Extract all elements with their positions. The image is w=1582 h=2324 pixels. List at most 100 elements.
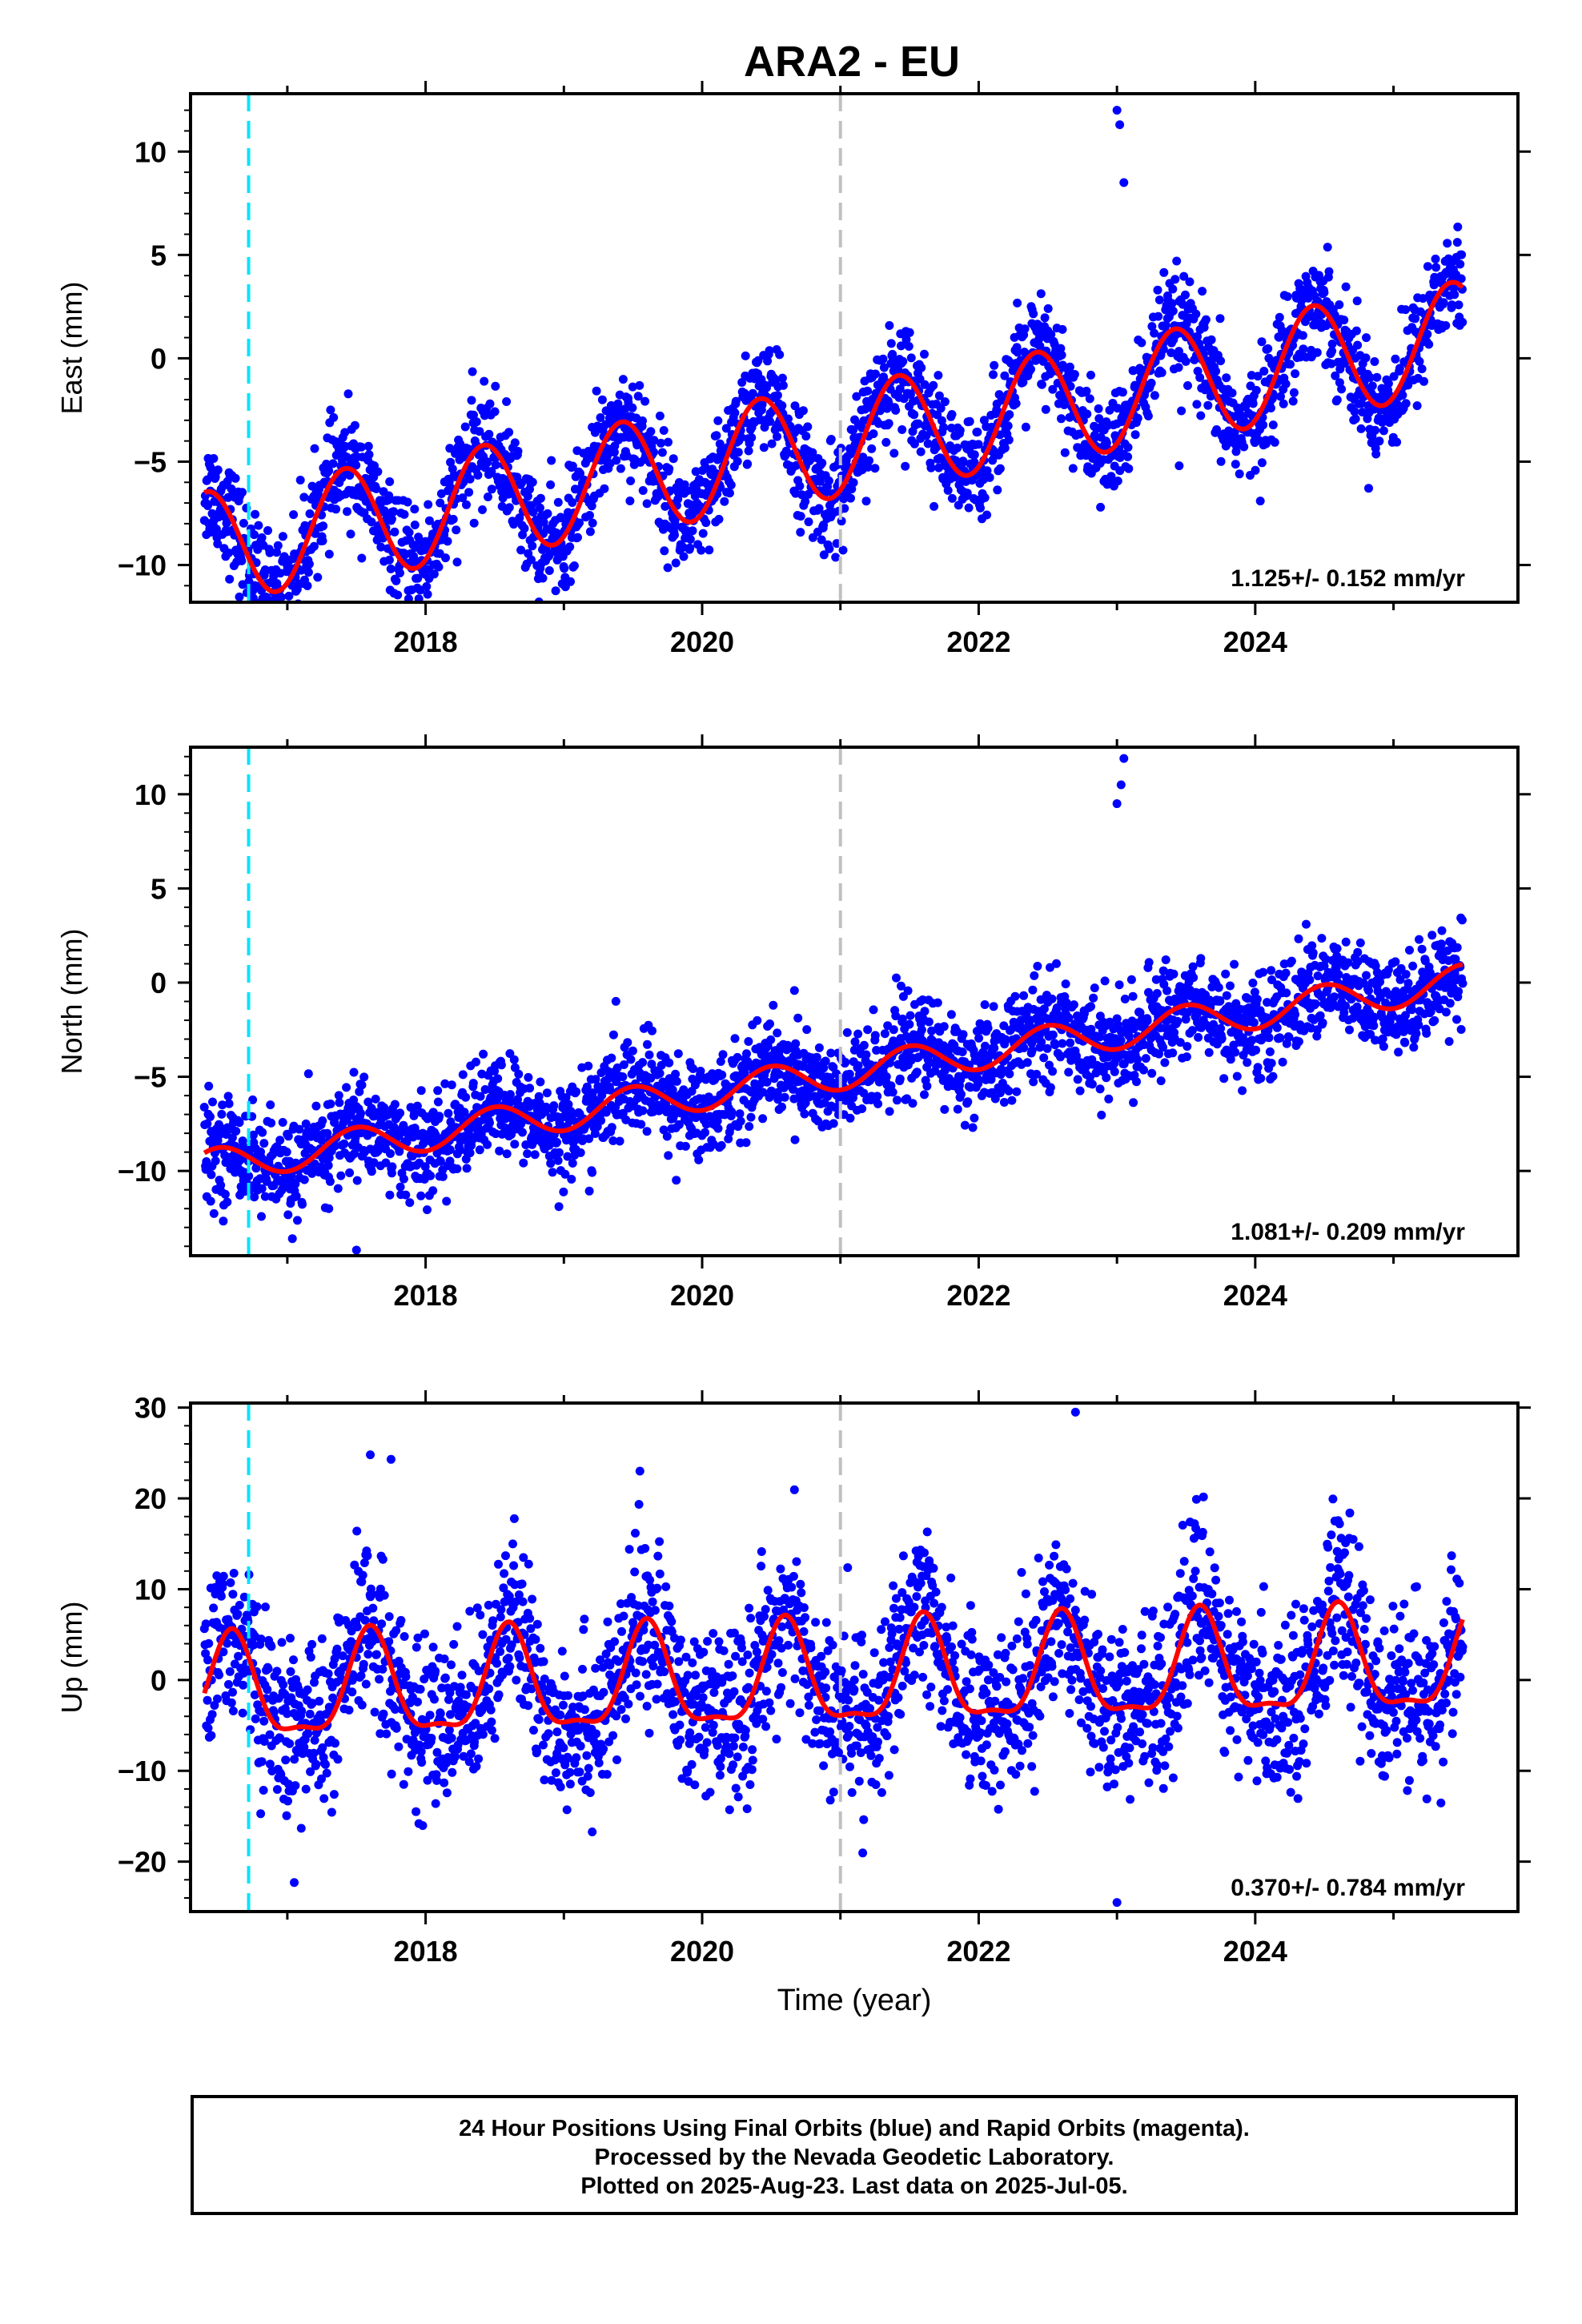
data-point	[884, 419, 893, 428]
data-point	[528, 508, 538, 517]
data-point	[1095, 1084, 1105, 1094]
data-point	[484, 493, 492, 501]
data-point	[1318, 1018, 1327, 1027]
data-point	[515, 513, 524, 523]
data-point	[597, 395, 607, 404]
data-point	[1182, 1052, 1191, 1062]
data-point	[1089, 993, 1098, 1003]
data-point	[1263, 344, 1273, 353]
data-point	[356, 442, 366, 452]
data-point	[1453, 222, 1463, 231]
data-point	[283, 1210, 293, 1220]
data-point	[460, 1108, 469, 1117]
data-point	[217, 1109, 227, 1119]
data-point	[1061, 979, 1070, 989]
data-point	[564, 1100, 573, 1109]
data-point	[433, 1097, 443, 1107]
data-point	[1356, 424, 1366, 433]
data-point	[478, 505, 487, 514]
data-point	[1217, 1034, 1227, 1043]
data-point	[505, 1049, 515, 1059]
data-point	[429, 569, 439, 579]
data-point	[345, 1168, 355, 1177]
data-point	[1335, 300, 1344, 309]
data-point	[673, 1049, 683, 1059]
data-point	[765, 1019, 774, 1028]
data-point	[628, 403, 637, 412]
data-point	[619, 1060, 628, 1069]
data-point	[1251, 385, 1261, 395]
data-point	[939, 423, 949, 432]
data-point	[257, 533, 267, 542]
data-point	[713, 416, 723, 425]
model-curve	[203, 279, 1465, 595]
data-point	[465, 474, 475, 484]
data-point	[260, 565, 270, 574]
data-point	[424, 500, 433, 509]
data-point	[284, 607, 293, 616]
data-point	[1158, 344, 1168, 354]
data-point	[446, 457, 456, 467]
data-point	[472, 417, 481, 427]
plot-area	[199, 94, 1468, 616]
data-point	[1248, 399, 1258, 408]
data-point	[460, 422, 470, 432]
data-point	[309, 541, 319, 551]
data-point	[665, 464, 674, 473]
data-point	[546, 1159, 556, 1168]
data-point	[278, 532, 287, 541]
data-point	[1147, 1068, 1157, 1078]
data-point	[989, 370, 998, 380]
data-point	[331, 1141, 339, 1151]
data-point	[468, 1079, 478, 1088]
data-point	[287, 1234, 297, 1244]
data-point	[1449, 283, 1459, 293]
data-point	[974, 1033, 984, 1043]
data-point	[435, 1112, 444, 1121]
data-point	[443, 537, 452, 546]
data-point	[218, 1100, 227, 1110]
data-point	[812, 1052, 821, 1062]
data-point	[376, 542, 386, 552]
data-point	[343, 507, 351, 517]
data-point	[504, 503, 514, 513]
data-point	[363, 441, 373, 451]
data-point	[1090, 983, 1099, 993]
data-point	[958, 456, 968, 466]
data-point	[596, 1116, 606, 1125]
data-point	[1235, 469, 1244, 479]
data-point	[962, 489, 972, 498]
data-point	[1144, 958, 1154, 967]
data-point	[448, 514, 458, 524]
data-point	[879, 363, 889, 372]
data-point	[213, 465, 223, 475]
data-point	[456, 1145, 465, 1155]
y-tick-label: 0	[151, 342, 167, 375]
data-point	[563, 1152, 572, 1161]
data-point	[299, 1175, 309, 1184]
data-point	[725, 489, 734, 498]
y-tick-label: 5	[151, 239, 167, 271]
data-point	[255, 1174, 265, 1184]
data-point	[386, 1149, 395, 1158]
data-point	[393, 590, 403, 600]
data-point	[814, 1043, 824, 1052]
data-point	[371, 484, 381, 493]
data-point	[1418, 294, 1427, 304]
data-point	[1069, 1000, 1078, 1010]
data-point	[493, 1074, 503, 1084]
data-point	[373, 467, 383, 476]
data-point	[1005, 410, 1014, 420]
data-point	[416, 1191, 426, 1200]
data-point	[1041, 404, 1050, 414]
data-point	[509, 1055, 519, 1064]
data-point	[1147, 322, 1157, 332]
data-point	[618, 375, 628, 384]
data-point	[946, 1010, 956, 1019]
data-point	[909, 410, 919, 420]
data-point	[662, 1132, 672, 1141]
data-point	[769, 1000, 778, 1010]
data-point	[1423, 262, 1432, 271]
data-point	[1011, 399, 1021, 408]
